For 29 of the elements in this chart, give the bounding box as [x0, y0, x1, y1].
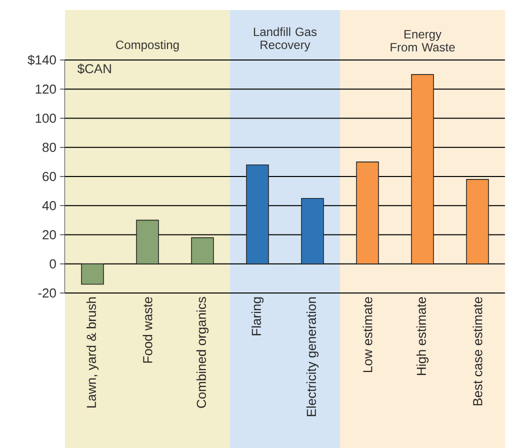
bar	[411, 74, 434, 264]
band-label: Landfill Gas Recovery	[254, 27, 317, 52]
band-label: Energy From Waste	[390, 30, 455, 52]
bar	[81, 263, 104, 285]
y-tick-label: 20	[42, 230, 56, 240]
y-tick-label: -20	[38, 288, 56, 298]
annotation: $CAN	[77, 64, 111, 74]
bar	[246, 164, 269, 264]
x-tick-label: Lawn, yard & brush	[86, 297, 99, 408]
bar	[356, 162, 379, 264]
x-tick-label: Best case estimate	[472, 297, 482, 406]
bar	[301, 198, 324, 264]
x-tick-label: Electricity generation	[306, 297, 319, 416]
y-tick-label: 80	[42, 142, 56, 152]
y-tick-label: 40	[42, 201, 56, 210]
y-tick-label: $140	[28, 54, 56, 66]
y-tick-label: 100	[36, 114, 56, 123]
x-tick-label: Combined organics	[196, 297, 209, 408]
x-tick-label: Food waste	[142, 297, 152, 363]
y-tick-label: 120	[36, 84, 56, 94]
y-tick-label: 0	[50, 259, 56, 268]
y-tick-label: 60	[42, 172, 56, 182]
x-tick-label: Flaring	[251, 297, 264, 336]
bar	[191, 237, 214, 264]
bar	[136, 220, 159, 264]
band-label: Composting	[116, 40, 179, 52]
x-tick-label: Low estimate	[362, 297, 372, 372]
x-tick-label: High estimate	[416, 297, 429, 375]
bar	[466, 179, 489, 264]
